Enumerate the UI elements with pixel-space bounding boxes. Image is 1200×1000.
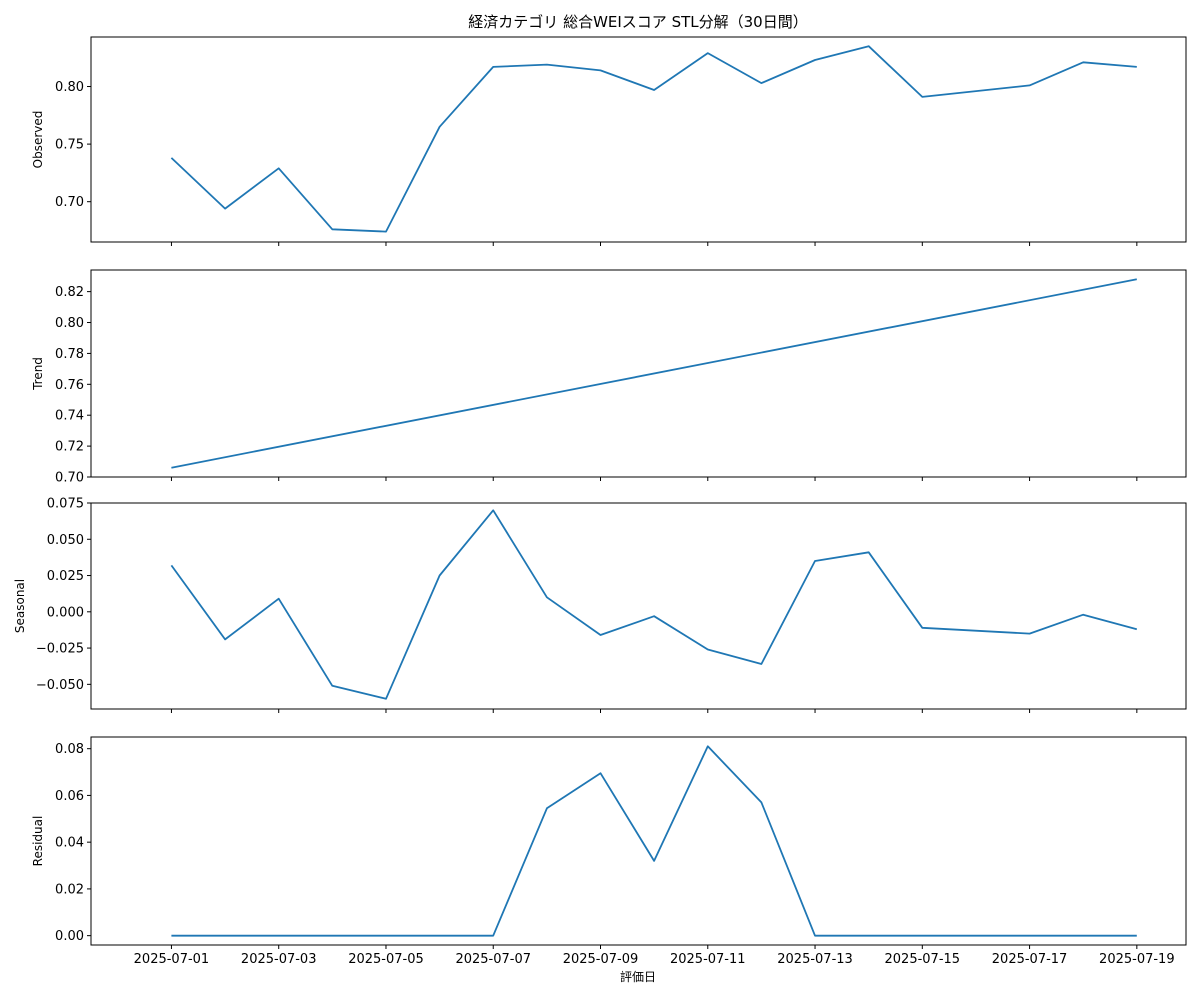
y-tick-label: 0.78 bbox=[55, 347, 84, 362]
x-tick-label: 2025-07-01 bbox=[134, 952, 210, 967]
x-tick-label: 2025-07-09 bbox=[563, 952, 639, 967]
y-tick-label: 0.025 bbox=[47, 569, 84, 584]
plot-frame bbox=[90, 269, 1187, 478]
plot-frame bbox=[90, 502, 1187, 710]
y-axis-label-trend: Trend bbox=[31, 357, 45, 391]
series-line-seasonal bbox=[170, 509, 1138, 700]
y-tick-label: 0.74 bbox=[55, 409, 84, 424]
y-tick-label: 0.72 bbox=[55, 440, 84, 455]
y-axis-label-observed: Observed bbox=[31, 111, 45, 169]
y-tick-label: 0.80 bbox=[55, 80, 84, 95]
y-tick-label: 0.70 bbox=[55, 471, 84, 486]
y-tick-label: 0.75 bbox=[55, 138, 84, 153]
y-tick-label: 0.70 bbox=[55, 195, 84, 210]
y-tick-label: 0.02 bbox=[55, 882, 84, 897]
y-tick-label: 0.82 bbox=[55, 285, 84, 300]
panels: 0.70 0.75 0.80 Observed 0.70 0.72 0.74 0.76 0.78… bbox=[13, 36, 1187, 967]
x-tick-label: 2025-07-03 bbox=[241, 952, 317, 967]
y-tick-label: 0.06 bbox=[55, 789, 84, 804]
y-tick-label: 0.075 bbox=[47, 497, 84, 512]
series-line-observed bbox=[170, 45, 1137, 233]
plot-frame bbox=[90, 736, 1187, 946]
y-tick-label: −0.025 bbox=[36, 642, 84, 657]
x-tick-label: 2025-07-07 bbox=[455, 952, 531, 967]
figure-title: 経済カテゴリ 総合WEIスコア STL分解（30日間） bbox=[468, 13, 807, 31]
x-tick-label: 2025-07-11 bbox=[670, 952, 746, 967]
panel-trend: 0.70 0.72 0.74 0.76 0.78 0.80 0.82 Trend bbox=[31, 269, 1187, 486]
y-tick-label: 0.050 bbox=[47, 533, 84, 548]
x-tick-label: 2025-07-05 bbox=[348, 952, 424, 967]
x-tick-label: 2025-07-13 bbox=[777, 952, 853, 967]
x-tick-label: 2025-07-19 bbox=[1099, 952, 1175, 967]
y-tick-label: 0.000 bbox=[47, 605, 84, 620]
panel-seasonal: −0.050 −0.025 0.000 0.025 0.050 0.075 Seasonal bbox=[13, 497, 1187, 713]
y-tick-label: 0.04 bbox=[55, 836, 84, 851]
series-line-trend bbox=[171, 278, 1137, 469]
y-axis-label-residual: Residual bbox=[31, 816, 45, 867]
x-axis-label: 評価日 bbox=[620, 969, 656, 984]
x-tick-label: 2025-07-17 bbox=[992, 952, 1068, 967]
y-tick-label: 0.80 bbox=[55, 316, 84, 331]
y-tick-label: −0.050 bbox=[36, 678, 84, 693]
series-line-residual bbox=[171, 745, 1137, 937]
x-tick-label: 2025-07-15 bbox=[885, 952, 961, 967]
y-axis-label-seasonal: Seasonal bbox=[13, 579, 27, 633]
panel-residual: 0.00 0.02 0.04 0.06 0.08 Residual 2025-07-01 20… bbox=[31, 736, 1187, 967]
plot-frame bbox=[90, 36, 1187, 243]
y-tick-label: 0.00 bbox=[55, 929, 84, 944]
y-tick-label: 0.08 bbox=[55, 742, 84, 757]
y-tick-label: 0.76 bbox=[55, 378, 84, 393]
panel-observed: 0.70 0.75 0.80 Observed bbox=[31, 36, 1187, 246]
